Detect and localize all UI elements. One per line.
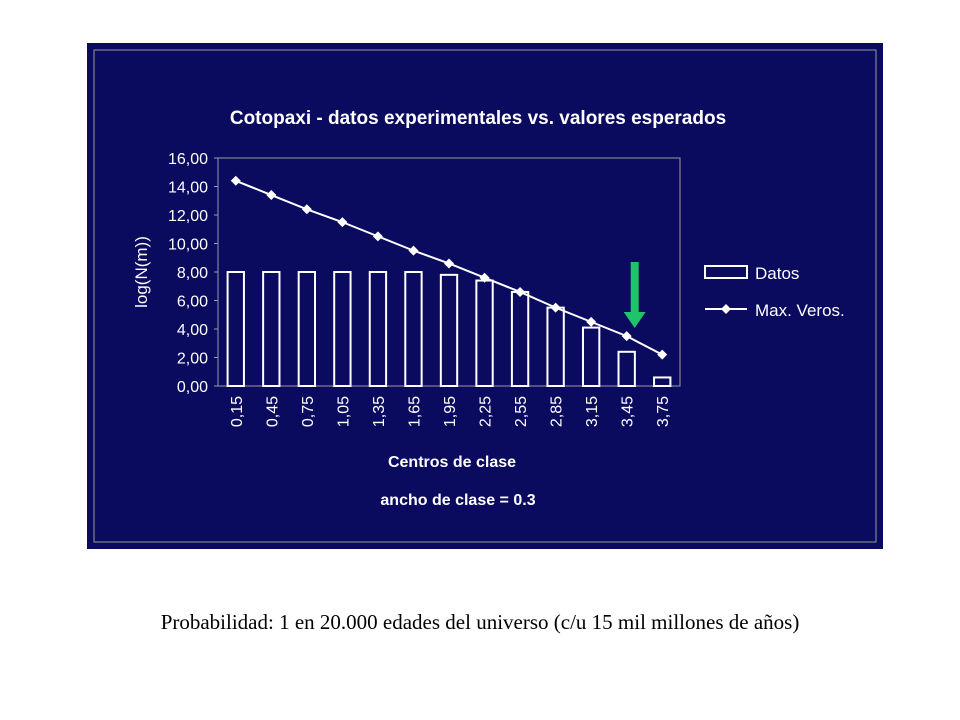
diamond-marker-icon <box>621 331 632 342</box>
diamond-marker-icon <box>408 245 419 256</box>
x-tick-label: 0,45 <box>264 396 281 427</box>
x-tick-label: 1,05 <box>335 396 352 427</box>
bar-3,75 <box>653 376 672 388</box>
diamond-marker-icon <box>515 286 526 297</box>
bar-0,75 <box>297 271 317 387</box>
bar-2,55 <box>510 290 530 388</box>
x-tick-label: 1,95 <box>442 396 459 427</box>
x-axis-ticks: 0,15 0,45 0,75 1,05 1,35 1,65 1,95 2,25 2,55 2,85… <box>229 396 672 427</box>
y-tick-label: 8,00 <box>177 265 208 282</box>
diamond-marker-icon <box>479 272 490 283</box>
arrow-shaft <box>630 262 639 314</box>
bar-3,45 <box>617 350 636 387</box>
x-axis-label: Centros de clase <box>388 454 516 471</box>
bar-1,05 <box>333 271 352 387</box>
diamond-marker-icon <box>301 204 312 215</box>
legend-datos-swatch <box>704 265 748 279</box>
legend: Datos Max. Veros. <box>704 264 845 320</box>
x-tick-label: 1,65 <box>406 396 423 427</box>
x-tick-label: 1,35 <box>371 396 388 427</box>
bar-1,35 <box>368 271 388 387</box>
y-tick-label: 14,00 <box>168 180 208 197</box>
x-tick-label: 0,15 <box>229 396 246 427</box>
bar-series <box>226 271 672 388</box>
bar-1,65 <box>404 271 423 387</box>
y-tick-label: 4,00 <box>177 322 208 339</box>
legend-diamond-icon <box>721 304 731 314</box>
legend-max-veros-label: Max. Veros. <box>755 301 845 320</box>
arrow-head <box>623 312 646 328</box>
x-tick-label: 2,85 <box>549 396 566 427</box>
diamond-marker-icon <box>444 258 454 269</box>
y-axis-ticks: 0,00 2,00 4,00 6,00 8,00 10,00 12,00 14,00 16,00 <box>168 151 218 396</box>
diamond-marker-icon <box>230 175 241 186</box>
diamond-marker-icon <box>337 217 348 228</box>
x-tick-label: 2,55 <box>513 396 530 427</box>
x-tick-label: 3,15 <box>584 396 601 427</box>
down-arrow-icon <box>623 262 646 328</box>
bar-0,15 <box>226 271 245 387</box>
y-tick-label: 2,00 <box>177 351 208 368</box>
bar-2,25 <box>475 279 494 387</box>
x-tick-label: 3,75 <box>655 396 672 427</box>
diamond-marker-icon <box>266 190 277 201</box>
diamond-marker-icon <box>372 231 383 242</box>
y-tick-label: 16,00 <box>168 151 208 168</box>
caption: Probabilidad: 1 en 20.000 edades del uni… <box>160 610 800 634</box>
x-tick-label: 3,45 <box>620 396 637 427</box>
diamond-marker-icon <box>657 349 668 360</box>
legend-datos-label: Datos <box>755 264 799 283</box>
class-width-note: ancho de clase = 0.3 <box>380 492 535 509</box>
bar-3,15 <box>581 326 601 388</box>
chart-panel-frame <box>93 49 877 543</box>
y-tick-label: 12,00 <box>168 208 208 225</box>
bar-1,95 <box>439 273 459 388</box>
x-tick-label: 0,75 <box>300 396 317 427</box>
diamond-marker-icon <box>550 302 561 313</box>
y-tick-label: 10,00 <box>168 237 208 254</box>
chart-title: Cotopaxi - datos experimentales vs. valo… <box>230 108 726 129</box>
x-tick-label: 2,25 <box>478 396 495 427</box>
y-tick-label: 6,00 <box>177 294 208 311</box>
diamond-marker-icon <box>586 316 597 327</box>
bar-2,85 <box>546 306 565 387</box>
bar-0,45 <box>262 271 281 387</box>
y-tick-label: 0,00 <box>177 379 208 396</box>
line-series <box>230 175 668 360</box>
y-axis-label: log(N(m)) <box>132 236 151 308</box>
